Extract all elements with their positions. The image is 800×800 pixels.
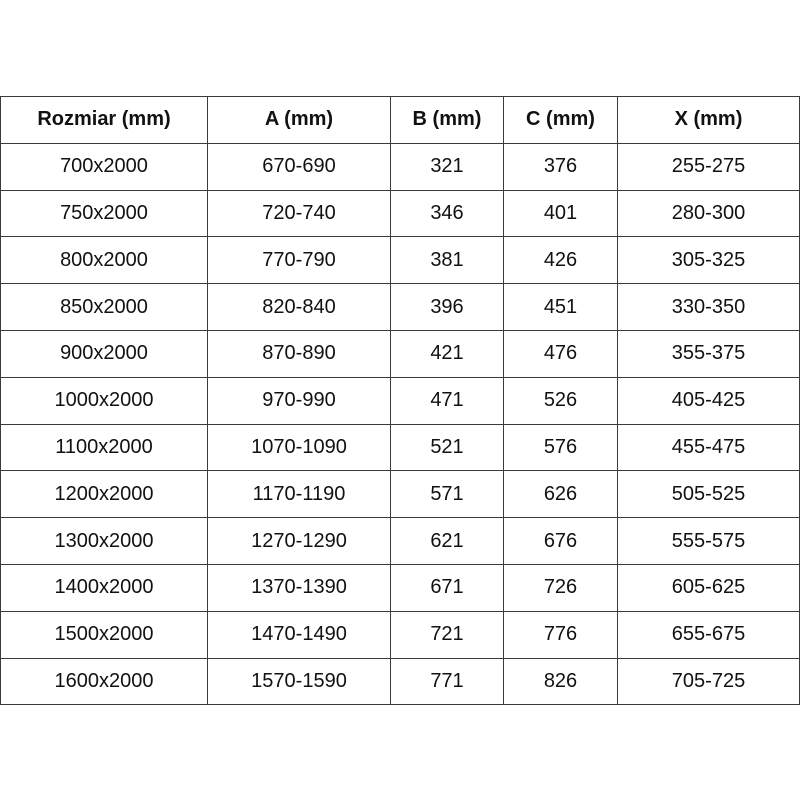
cell-c: 401 [503, 189, 618, 238]
cell-b: 721 [390, 610, 504, 659]
cell-b: 381 [390, 236, 504, 285]
cell-b: 771 [390, 657, 504, 706]
table-row: 1600x2000 1570-1590 771 826 705-725 [0, 657, 800, 706]
cell-size: 1300x2000 [0, 517, 208, 565]
cell-a: 770-790 [207, 236, 391, 285]
header-c: C (mm) [503, 96, 618, 144]
cell-a: 670-690 [207, 142, 391, 191]
cell-b: 346 [390, 189, 504, 238]
header-a: A (mm) [207, 96, 391, 144]
table-row: 900x2000 870-890 421 476 355-375 [0, 329, 800, 378]
cell-x: 505-525 [617, 470, 800, 519]
cell-a: 1570-1590 [207, 657, 391, 706]
cell-c: 676 [503, 517, 618, 565]
cell-x: 705-725 [617, 657, 800, 706]
cell-c: 426 [503, 236, 618, 285]
cell-c: 826 [503, 657, 618, 706]
cell-a: 870-890 [207, 329, 391, 378]
cell-x: 280-300 [617, 189, 800, 238]
cell-c: 526 [503, 376, 618, 425]
cell-size: 750x2000 [0, 189, 208, 238]
table-row: 750x2000 720-740 346 401 280-300 [0, 189, 800, 238]
cell-x: 305-325 [617, 236, 800, 285]
cell-a: 1270-1290 [207, 517, 391, 565]
table-row: 1200x2000 1170-1190 571 626 505-525 [0, 470, 800, 519]
cell-size: 800x2000 [0, 236, 208, 285]
cell-a: 820-840 [207, 283, 391, 331]
header-size: Rozmiar (mm) [0, 96, 208, 144]
cell-a: 1370-1390 [207, 563, 391, 612]
cell-size: 900x2000 [0, 329, 208, 378]
table-row: 1000x2000 970-990 471 526 405-425 [0, 376, 800, 425]
cell-a: 1170-1190 [207, 470, 391, 519]
cell-a: 1470-1490 [207, 610, 391, 659]
table-row: 700x2000 670-690 321 376 255-275 [0, 142, 800, 191]
table-row: 800x2000 770-790 381 426 305-325 [0, 236, 800, 285]
cell-c: 576 [503, 423, 618, 472]
table-row: 1100x2000 1070-1090 521 576 455-475 [0, 423, 800, 472]
cell-x: 605-625 [617, 563, 800, 612]
cell-c: 451 [503, 283, 618, 331]
cell-size: 1600x2000 [0, 657, 208, 706]
cell-b: 521 [390, 423, 504, 472]
table-row: 850x2000 820-840 396 451 330-350 [0, 283, 800, 331]
cell-a: 1070-1090 [207, 423, 391, 472]
cell-size: 1200x2000 [0, 470, 208, 519]
table-row: 1500x2000 1470-1490 721 776 655-675 [0, 610, 800, 659]
header-x: X (mm) [617, 96, 800, 144]
cell-c: 376 [503, 142, 618, 191]
cell-x: 355-375 [617, 329, 800, 378]
cell-b: 421 [390, 329, 504, 378]
cell-b: 396 [390, 283, 504, 331]
header-row: Rozmiar (mm) A (mm) B (mm) C (mm) X (mm) [0, 96, 800, 144]
table-row: 1300x2000 1270-1290 621 676 555-575 [0, 517, 800, 565]
cell-c: 726 [503, 563, 618, 612]
cell-a: 970-990 [207, 376, 391, 425]
cell-x: 655-675 [617, 610, 800, 659]
cell-c: 776 [503, 610, 618, 659]
cell-c: 626 [503, 470, 618, 519]
cell-b: 671 [390, 563, 504, 612]
header-b: B (mm) [390, 96, 504, 144]
cell-c: 476 [503, 329, 618, 378]
cell-x: 555-575 [617, 517, 800, 565]
cell-x: 330-350 [617, 283, 800, 331]
dimensions-table: Rozmiar (mm) A (mm) B (mm) C (mm) X (mm)… [0, 96, 800, 706]
cell-size: 1400x2000 [0, 563, 208, 612]
cell-b: 621 [390, 517, 504, 565]
cell-x: 455-475 [617, 423, 800, 472]
cell-size: 700x2000 [0, 142, 208, 191]
cell-size: 1000x2000 [0, 376, 208, 425]
cell-x: 405-425 [617, 376, 800, 425]
cell-b: 321 [390, 142, 504, 191]
cell-size: 1100x2000 [0, 423, 208, 472]
cell-size: 1500x2000 [0, 610, 208, 659]
cell-x: 255-275 [617, 142, 800, 191]
cell-a: 720-740 [207, 189, 391, 238]
cell-b: 471 [390, 376, 504, 425]
table-row: 1400x2000 1370-1390 671 726 605-625 [0, 563, 800, 612]
cell-size: 850x2000 [0, 283, 208, 331]
cell-b: 571 [390, 470, 504, 519]
